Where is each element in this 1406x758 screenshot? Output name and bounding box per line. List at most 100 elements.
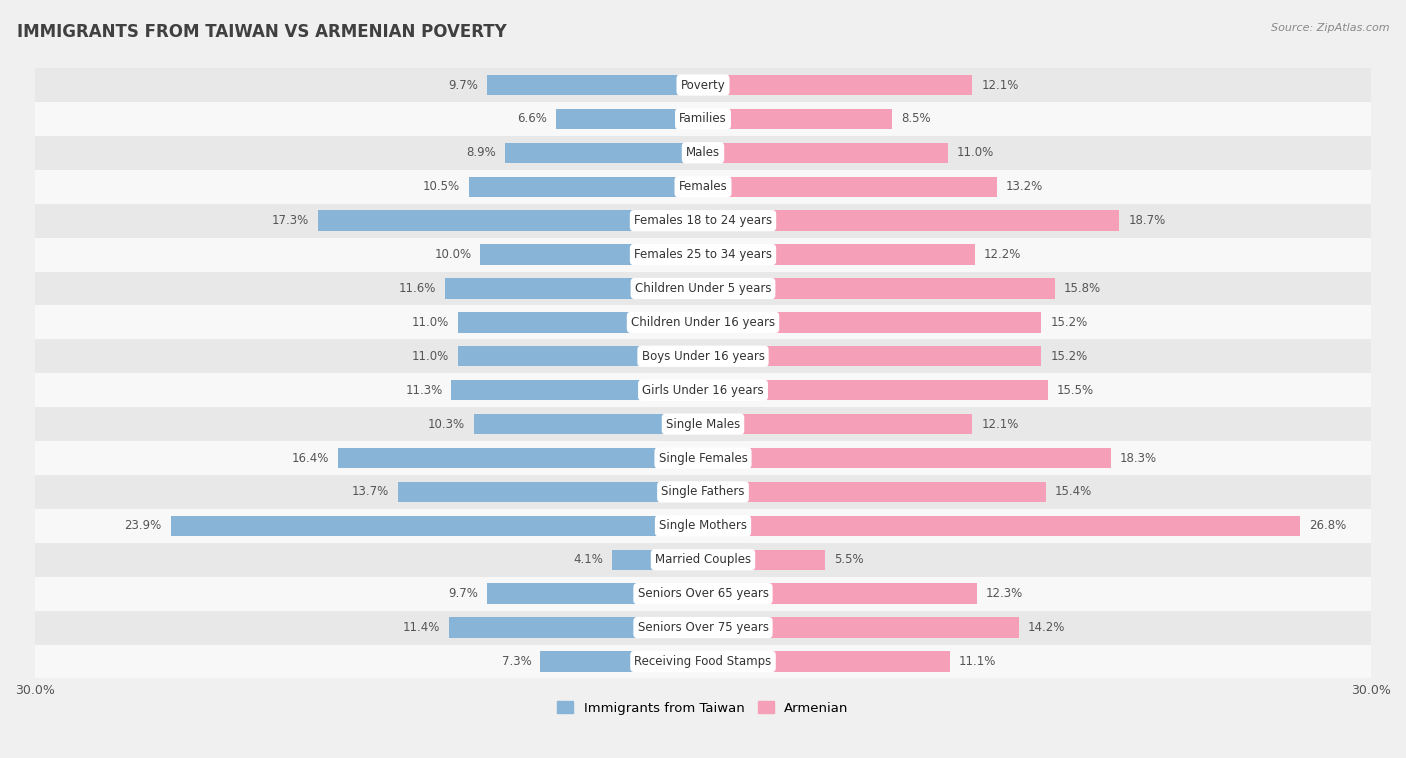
- Text: 26.8%: 26.8%: [1309, 519, 1346, 532]
- Bar: [703, 651, 950, 672]
- Text: 6.6%: 6.6%: [517, 112, 547, 125]
- Text: 10.3%: 10.3%: [427, 418, 465, 431]
- Bar: [703, 346, 1042, 366]
- Bar: [703, 108, 893, 129]
- Text: 8.5%: 8.5%: [901, 112, 931, 125]
- Text: 9.7%: 9.7%: [449, 587, 478, 600]
- Bar: [555, 108, 703, 129]
- Text: 10.0%: 10.0%: [434, 248, 471, 261]
- Text: 11.0%: 11.0%: [957, 146, 994, 159]
- Text: 12.3%: 12.3%: [986, 587, 1024, 600]
- Bar: [35, 373, 1371, 407]
- Text: 5.5%: 5.5%: [834, 553, 865, 566]
- Bar: [337, 448, 703, 468]
- Bar: [35, 577, 1371, 611]
- Bar: [35, 407, 1371, 441]
- Text: 8.9%: 8.9%: [467, 146, 496, 159]
- Bar: [703, 177, 997, 197]
- Text: 15.8%: 15.8%: [1064, 282, 1101, 295]
- Bar: [35, 340, 1371, 373]
- Text: 12.1%: 12.1%: [981, 418, 1019, 431]
- Bar: [35, 475, 1371, 509]
- Bar: [449, 617, 703, 637]
- Text: 15.5%: 15.5%: [1057, 384, 1094, 396]
- Text: 11.1%: 11.1%: [959, 655, 997, 668]
- Text: Children Under 5 years: Children Under 5 years: [634, 282, 772, 295]
- Bar: [703, 312, 1042, 333]
- Bar: [35, 102, 1371, 136]
- Bar: [318, 211, 703, 231]
- Bar: [35, 543, 1371, 577]
- Bar: [703, 278, 1054, 299]
- Bar: [612, 550, 703, 570]
- Text: Females 25 to 34 years: Females 25 to 34 years: [634, 248, 772, 261]
- Text: Children Under 16 years: Children Under 16 years: [631, 316, 775, 329]
- Bar: [35, 644, 1371, 678]
- Bar: [505, 143, 703, 163]
- Bar: [703, 380, 1047, 400]
- Text: 13.7%: 13.7%: [352, 485, 389, 499]
- Bar: [398, 482, 703, 502]
- Text: IMMIGRANTS FROM TAIWAN VS ARMENIAN POVERTY: IMMIGRANTS FROM TAIWAN VS ARMENIAN POVER…: [17, 23, 506, 41]
- Text: 7.3%: 7.3%: [502, 655, 531, 668]
- Bar: [35, 237, 1371, 271]
- Text: Males: Males: [686, 146, 720, 159]
- Text: Families: Families: [679, 112, 727, 125]
- Bar: [474, 414, 703, 434]
- Text: Single Females: Single Females: [658, 452, 748, 465]
- Bar: [35, 509, 1371, 543]
- Text: 14.2%: 14.2%: [1028, 621, 1066, 634]
- Text: Source: ZipAtlas.com: Source: ZipAtlas.com: [1271, 23, 1389, 33]
- Bar: [35, 170, 1371, 204]
- Bar: [470, 177, 703, 197]
- Text: 13.2%: 13.2%: [1005, 180, 1043, 193]
- Bar: [444, 278, 703, 299]
- Bar: [451, 380, 703, 400]
- Bar: [481, 244, 703, 265]
- Bar: [703, 515, 1299, 536]
- Text: Boys Under 16 years: Boys Under 16 years: [641, 349, 765, 363]
- Text: Girls Under 16 years: Girls Under 16 years: [643, 384, 763, 396]
- Bar: [703, 244, 974, 265]
- Bar: [170, 515, 703, 536]
- Bar: [703, 482, 1046, 502]
- Text: 12.1%: 12.1%: [981, 79, 1019, 92]
- Text: 10.5%: 10.5%: [423, 180, 460, 193]
- Text: 11.3%: 11.3%: [405, 384, 443, 396]
- Bar: [486, 75, 703, 96]
- Bar: [35, 68, 1371, 102]
- Text: Poverty: Poverty: [681, 79, 725, 92]
- Bar: [703, 584, 977, 604]
- Bar: [35, 441, 1371, 475]
- Text: 17.3%: 17.3%: [271, 215, 309, 227]
- Text: 18.7%: 18.7%: [1129, 215, 1166, 227]
- Bar: [35, 271, 1371, 305]
- Text: 23.9%: 23.9%: [125, 519, 162, 532]
- Bar: [35, 305, 1371, 340]
- Bar: [35, 204, 1371, 237]
- Text: 16.4%: 16.4%: [291, 452, 329, 465]
- Bar: [703, 448, 1111, 468]
- Text: 11.4%: 11.4%: [404, 621, 440, 634]
- Bar: [703, 211, 1119, 231]
- Bar: [35, 611, 1371, 644]
- Text: 12.2%: 12.2%: [984, 248, 1021, 261]
- Text: Single Males: Single Males: [666, 418, 740, 431]
- Text: Single Fathers: Single Fathers: [661, 485, 745, 499]
- Text: 9.7%: 9.7%: [449, 79, 478, 92]
- Text: 11.6%: 11.6%: [398, 282, 436, 295]
- Bar: [703, 75, 973, 96]
- Text: Females: Females: [679, 180, 727, 193]
- Text: 11.0%: 11.0%: [412, 349, 449, 363]
- Text: Seniors Over 65 years: Seniors Over 65 years: [637, 587, 769, 600]
- Legend: Immigrants from Taiwan, Armenian: Immigrants from Taiwan, Armenian: [557, 701, 849, 715]
- Bar: [703, 617, 1019, 637]
- Text: 11.0%: 11.0%: [412, 316, 449, 329]
- Text: Married Couples: Married Couples: [655, 553, 751, 566]
- Bar: [703, 550, 825, 570]
- Text: Females 18 to 24 years: Females 18 to 24 years: [634, 215, 772, 227]
- Bar: [35, 136, 1371, 170]
- Text: 4.1%: 4.1%: [572, 553, 603, 566]
- Text: 15.2%: 15.2%: [1050, 349, 1088, 363]
- Text: Seniors Over 75 years: Seniors Over 75 years: [637, 621, 769, 634]
